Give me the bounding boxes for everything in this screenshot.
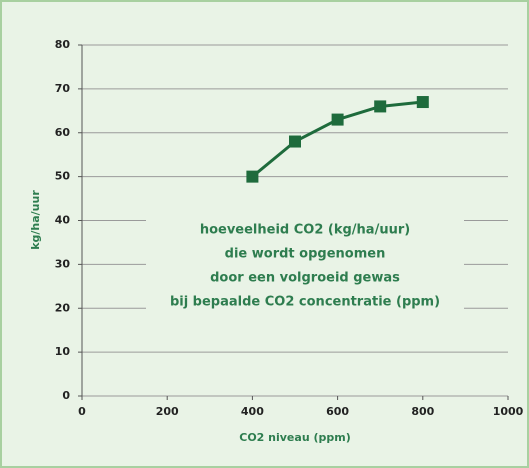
x-tick-label: 800: [411, 405, 434, 418]
annotation-line: die wordt opgenomen: [225, 247, 386, 262]
y-tick-label: 30: [55, 257, 71, 270]
x-tick-label: 0: [78, 405, 86, 418]
point-marker: [246, 170, 259, 183]
y-tick-label: 20: [55, 301, 71, 314]
annotation-line: bij bepaalde CO2 concentratie (ppm): [170, 295, 440, 310]
y-tick-label: 60: [55, 126, 71, 139]
x-tick-label: 200: [156, 405, 179, 418]
y-tick-label: 50: [55, 170, 71, 183]
y-tick-label: 40: [55, 214, 71, 227]
point-marker: [374, 100, 387, 113]
y-tick-label: 10: [55, 345, 71, 358]
point-marker: [416, 96, 429, 109]
x-axis-title: CO2 niveau (ppm): [239, 431, 351, 444]
marks: [246, 96, 429, 183]
annotation-line: door een volgroeid gewas: [210, 271, 400, 286]
y-tick-label: 0: [62, 389, 70, 402]
y-tick-label: 70: [55, 82, 71, 95]
x-tick-label: 600: [326, 405, 349, 418]
point-marker: [289, 135, 301, 148]
x-tick-label: 1000: [493, 405, 524, 418]
y-tick-label: 80: [55, 38, 71, 51]
annotation-line: hoeveelheid CO2 (kg/ha/uur): [200, 223, 410, 238]
point-marker: [331, 113, 344, 126]
x-tick-label: 400: [241, 405, 264, 418]
y-axis-title: kg/ha/uur: [29, 190, 42, 250]
annotation-box: [146, 214, 464, 316]
